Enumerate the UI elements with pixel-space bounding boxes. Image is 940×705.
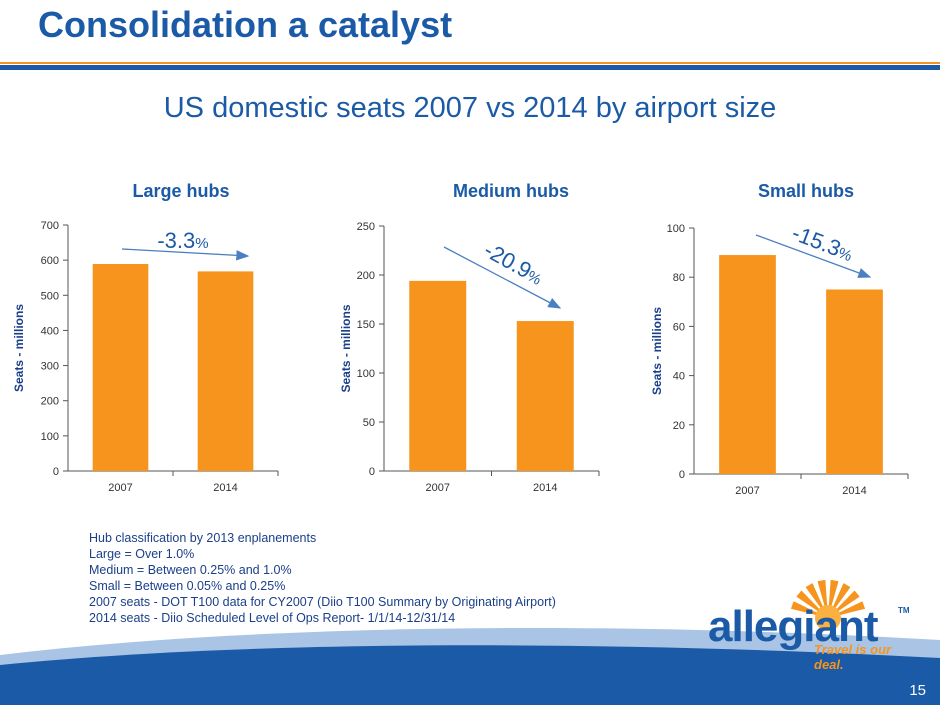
x-tick-label: 2014 (213, 482, 237, 494)
chart-title: Large hubs (132, 181, 229, 201)
x-tick-label: 2007 (108, 482, 132, 494)
logo-trademark: TM (898, 606, 910, 615)
footnote-line: 2007 seats - DOT T100 data for CY2007 (D… (89, 595, 556, 609)
y-tick-label: 60 (673, 321, 685, 333)
footnotes: Hub classification by 2013 enplanements … (89, 530, 556, 626)
title-divider (0, 62, 940, 70)
y-tick-label: 200 (357, 270, 375, 282)
change-annotation: -20.9% (480, 237, 548, 290)
bar-2007 (409, 280, 467, 471)
footnote-line: Large = Over 1.0% (89, 547, 195, 561)
footnote-line: 2014 seats - Diio Scheduled Level of Ops… (89, 611, 456, 625)
x-tick-label: 2014 (533, 482, 557, 494)
logo-wordmark: allegiant (708, 602, 878, 651)
y-tick-label: 600 (41, 255, 59, 267)
change-annotation: -3.3% (157, 228, 208, 253)
page-number: 15 (909, 682, 926, 699)
y-tick-label: 0 (369, 466, 375, 478)
x-tick-label: 2014 (842, 485, 866, 497)
bar-2007 (92, 264, 149, 471)
change-arrow (121, 248, 250, 261)
x-tick-label: 2007 (426, 482, 450, 494)
y-tick-label: 20 (673, 420, 685, 432)
chart-title: Small hubs (758, 181, 854, 201)
bar-2014 (826, 289, 883, 474)
change-arrow (443, 246, 562, 309)
bar-2014 (197, 271, 254, 471)
y-tick-label: 100 (41, 431, 59, 443)
slide-title: Consolidation a catalyst (38, 4, 453, 45)
y-tick-label: 400 (41, 325, 59, 337)
footnote-line: Hub classification by 2013 enplanements (89, 531, 317, 545)
y-tick-label: 250 (357, 221, 375, 233)
y-tick-label: 150 (357, 319, 375, 331)
allegiant-logo: allegiant TM Travel is our deal. (706, 578, 916, 672)
chart-title: Medium hubs (453, 181, 569, 201)
y-axis-label: Seats - millions (650, 307, 664, 395)
footnote-line: Medium = Between 0.25% and 1.0% (89, 563, 292, 577)
change-arrow (755, 234, 872, 278)
y-tick-label: 200 (41, 396, 59, 408)
y-tick-label: 50 (363, 417, 375, 429)
slide-subtitle: US domestic seats 2007 vs 2014 by airpor… (163, 92, 777, 124)
y-tick-label: 40 (673, 371, 685, 383)
y-tick-label: 100 (357, 368, 375, 380)
bar-2014 (516, 321, 574, 471)
y-tick-label: 80 (673, 272, 685, 284)
y-axis-label: Seats - millions (12, 304, 26, 392)
logo-tagline: Travel is our deal. (814, 642, 892, 672)
y-axis-label: Seats - millions (339, 304, 353, 392)
y-tick-label: 0 (679, 469, 685, 481)
y-tick-label: 700 (41, 220, 59, 232)
y-tick-label: 0 (53, 466, 59, 478)
y-tick-label: 300 (41, 361, 59, 373)
y-tick-label: 500 (41, 290, 59, 302)
y-tick-label: 100 (667, 223, 685, 235)
bar-2007 (719, 255, 776, 474)
sunburst-icon (790, 579, 866, 631)
x-tick-label: 2007 (735, 485, 759, 497)
footnote-line: Small = Between 0.05% and 0.25% (89, 579, 286, 593)
